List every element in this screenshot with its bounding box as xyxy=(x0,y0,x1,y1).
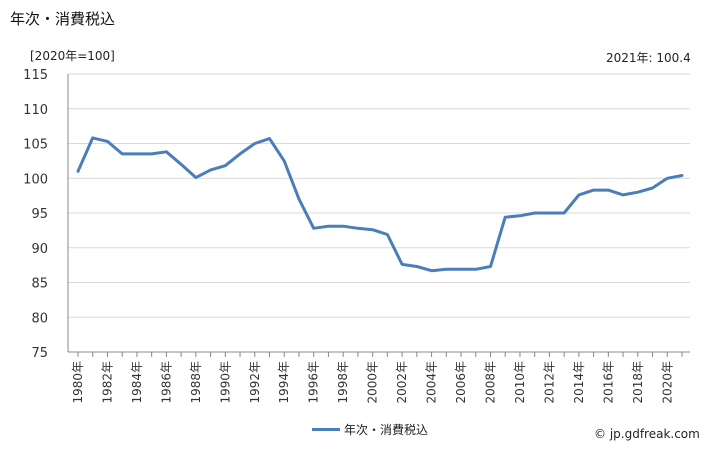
data-point xyxy=(592,188,595,192)
data-point xyxy=(312,227,315,230)
x-tick-label: 1984年 xyxy=(130,361,144,404)
legend-label: 年次・消費税込 xyxy=(344,423,429,437)
x-tick-label: 1988年 xyxy=(189,361,203,404)
data-point xyxy=(194,176,198,179)
x-tick-label: 1980年 xyxy=(71,361,85,404)
x-tick-label: 2020年 xyxy=(660,361,674,404)
y-tick-label: 90 xyxy=(31,242,48,257)
data-point xyxy=(91,136,94,140)
x-tick-label: 2008年 xyxy=(483,361,497,404)
x-tick-label: 2018年 xyxy=(631,361,645,404)
data-point xyxy=(253,142,256,145)
x-tick-label: 2000年 xyxy=(366,361,380,404)
data-point xyxy=(106,140,109,143)
x-tick-label: 2004年 xyxy=(425,361,439,404)
data-point xyxy=(76,170,80,173)
data-point xyxy=(179,163,183,166)
data-point xyxy=(268,137,271,140)
x-tick-label: 2006年 xyxy=(454,361,468,404)
unit-label: [2020年=100] xyxy=(30,49,115,63)
data-point xyxy=(489,265,492,268)
data-point xyxy=(577,193,581,197)
data-point xyxy=(238,152,242,156)
data-point xyxy=(371,228,374,231)
data-point xyxy=(327,225,330,228)
legend-swatch xyxy=(312,428,340,431)
data-point xyxy=(445,268,448,271)
y-tick-label: 95 xyxy=(31,207,48,222)
data-point xyxy=(356,227,360,230)
data-point xyxy=(459,268,463,271)
y-tick-label: 110 xyxy=(23,103,48,118)
x-tick-label: 2012年 xyxy=(542,361,556,404)
y-tick-label: 100 xyxy=(23,172,48,187)
data-point xyxy=(283,159,286,163)
data-point xyxy=(651,186,654,190)
chart-title: 年次・消費税込 xyxy=(10,10,116,28)
series-line xyxy=(76,136,684,273)
x-tick-label: 1994年 xyxy=(277,361,291,404)
latest-value-note: 2021年: 100.4 xyxy=(606,51,691,65)
data-point xyxy=(400,263,404,266)
x-tick-label: 2014年 xyxy=(572,361,586,404)
data-point xyxy=(209,168,212,172)
data-point xyxy=(386,233,389,236)
data-point xyxy=(415,265,419,268)
x-tick-label: 1982年 xyxy=(100,361,114,404)
data-point xyxy=(504,215,507,219)
x-tick-label: 2016年 xyxy=(601,361,615,404)
data-point xyxy=(224,164,227,167)
data-point xyxy=(533,211,536,215)
data-point xyxy=(341,225,345,228)
x-tick-label: 1998年 xyxy=(336,361,350,404)
data-point xyxy=(430,269,433,272)
data-point xyxy=(621,193,625,197)
y-tick-label: 85 xyxy=(31,277,48,292)
data-point xyxy=(666,177,669,180)
data-point xyxy=(150,152,153,156)
y-tick-label: 80 xyxy=(31,311,48,326)
x-tick-label: 1986年 xyxy=(159,361,173,404)
x-tick-label: 1996年 xyxy=(307,361,321,404)
x-tick-label: 1992年 xyxy=(248,361,262,404)
y-tick-label: 75 xyxy=(31,346,48,361)
data-point xyxy=(120,152,124,156)
legend: 年次・消費税込 xyxy=(312,421,428,438)
x-tick-label: 2010年 xyxy=(513,361,527,404)
x-tick-label: 1990年 xyxy=(218,361,232,404)
source-credit: © jp.gdfreak.com xyxy=(594,427,700,441)
y-tick-label: 105 xyxy=(23,138,48,153)
data-point xyxy=(680,174,684,177)
data-point xyxy=(607,188,610,192)
data-point xyxy=(636,190,640,194)
data-point xyxy=(165,150,168,154)
data-point xyxy=(297,197,301,201)
data-point xyxy=(474,268,477,271)
data-point xyxy=(562,211,566,215)
data-point xyxy=(518,214,522,217)
x-tick-label: 2002年 xyxy=(395,361,409,404)
data-point xyxy=(135,152,139,156)
data-point xyxy=(548,211,551,215)
y-tick-label: 115 xyxy=(23,68,48,83)
